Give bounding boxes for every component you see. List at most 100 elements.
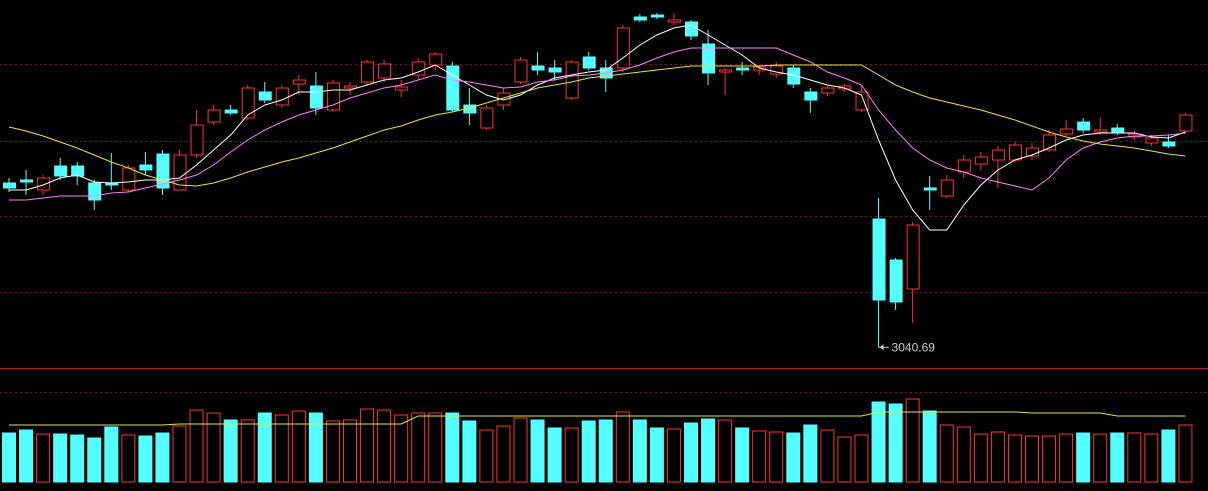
moving-average: [9, 24, 1186, 231]
volume-bar: [581, 420, 596, 483]
volume-bar: [684, 422, 698, 483]
volume-bar: [223, 419, 238, 483]
volume-bar: [718, 419, 733, 483]
candle-body: [770, 65, 784, 75]
candle-body: [736, 67, 750, 71]
candle-body: [258, 91, 272, 101]
candle-body: [616, 27, 630, 69]
volume-bar: [530, 419, 545, 483]
candle-body: [1145, 137, 1159, 144]
candle-body: [667, 19, 681, 23]
candle-body: [582, 56, 596, 69]
volume-bar: [513, 417, 528, 483]
candle-body: [3, 182, 16, 189]
candle-body: [514, 59, 528, 83]
volume-bar: [325, 420, 340, 483]
candle-body: [923, 187, 937, 191]
candle-body: [1008, 144, 1022, 161]
volume-bar: [1025, 435, 1039, 483]
candle-body: [224, 109, 238, 114]
volume-bar: [1076, 432, 1091, 483]
volume-bar: [905, 398, 920, 483]
moving-average: [9, 47, 1186, 201]
candle-body: [957, 159, 971, 173]
volume-bar: [479, 429, 494, 483]
volume-bar: [990, 431, 1005, 483]
candle-body: [497, 92, 511, 106]
candle-body: [531, 65, 545, 71]
moving-average: [9, 411, 1186, 426]
volume-bar: [1007, 434, 1022, 483]
candle-body: [565, 61, 579, 99]
volume-bar: [240, 419, 255, 483]
volume-bar: [922, 410, 937, 483]
volume-bar: [257, 412, 272, 483]
volume-bar: [2, 432, 16, 483]
volume-bar: [632, 419, 647, 483]
volume-bar: [1178, 424, 1193, 483]
volume-bar: [786, 432, 801, 483]
volume-bar: [206, 412, 221, 483]
candle-body: [241, 87, 255, 119]
annotation: 3040.69: [878, 340, 936, 354]
volume-bar: [428, 412, 443, 483]
volume-bar: [343, 419, 357, 483]
volume-bar: [956, 426, 971, 483]
candle-body: [378, 63, 392, 79]
candle-body: [1179, 114, 1193, 132]
candle-body: [787, 67, 801, 85]
volume-bar: [752, 430, 767, 483]
candle-body: [991, 149, 1005, 161]
volume-bar: [291, 410, 306, 483]
candle-body: [906, 224, 920, 290]
moving-average: [8, 64, 1186, 187]
candle-body: [1162, 141, 1176, 147]
volume-panel: [2, 398, 1193, 483]
volume-bar: [70, 434, 85, 483]
volume-bar: [837, 436, 852, 483]
volume-bar: [615, 411, 630, 483]
volume-bar: [274, 414, 289, 483]
volume-bar: [1127, 432, 1142, 483]
volume-bar: [360, 408, 375, 483]
candle-body: [1060, 128, 1074, 135]
candle-body: [821, 87, 835, 94]
candle-body: [633, 16, 647, 21]
volume-bar: [36, 433, 51, 483]
candle-body: [548, 67, 562, 73]
volume-bar: [820, 429, 835, 483]
volume-bar: [308, 412, 323, 483]
volume-bar: [172, 425, 187, 483]
candle-body: [395, 86, 409, 91]
candle-body: [889, 259, 903, 303]
volume-bar: [462, 420, 477, 483]
candle-body: [275, 87, 289, 106]
candle-body: [940, 179, 954, 197]
volume-bar: [121, 434, 136, 483]
volume-bar: [598, 419, 613, 483]
low-label: 3040.69: [892, 340, 936, 354]
volume-bar: [394, 414, 409, 483]
candle-body: [207, 109, 221, 123]
volume-bar: [735, 427, 750, 483]
volume-bar: [547, 427, 562, 483]
candle-body: [54, 165, 68, 177]
volume-bar: [19, 429, 34, 483]
volume-bar: [888, 403, 903, 483]
volume-bar: [445, 412, 460, 483]
candle-body: [20, 179, 34, 183]
candle-body: [429, 53, 443, 66]
volume-bar: [1042, 435, 1057, 483]
volume-bar: [411, 412, 426, 483]
volume-bar: [871, 401, 886, 483]
volume-bar: [564, 427, 579, 483]
volume-bar: [1161, 429, 1176, 483]
candle-body: [139, 164, 153, 171]
volume-bar: [1059, 433, 1074, 483]
candle-body: [974, 156, 988, 165]
candle-body: [88, 182, 102, 201]
candle-body: [292, 79, 306, 85]
volume-bar: [189, 409, 204, 483]
